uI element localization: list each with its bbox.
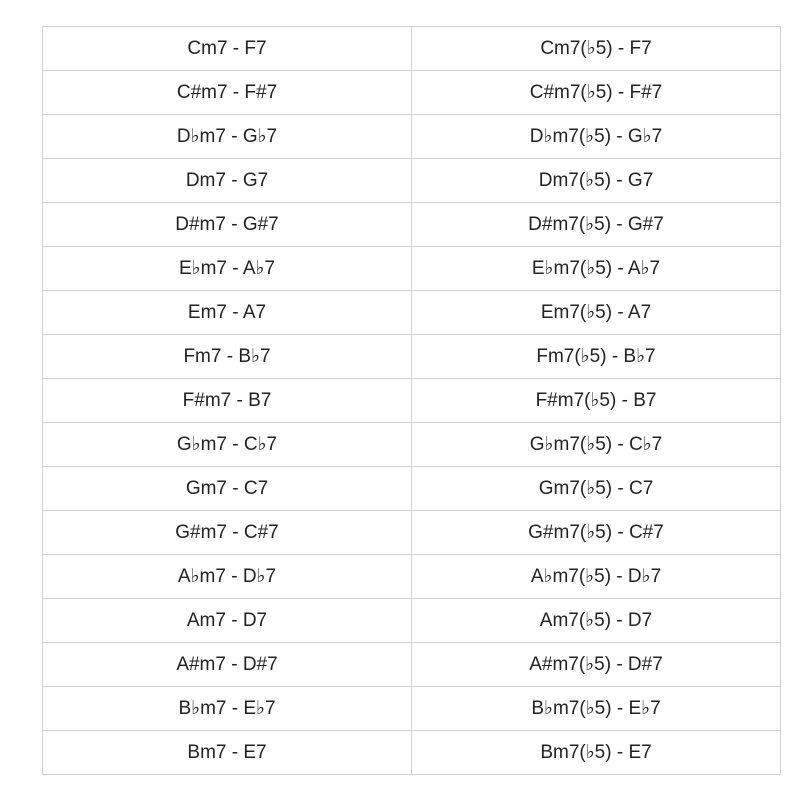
table-row: Gm7 - C7 Gm7(♭5) - C7 [42, 466, 781, 511]
chord-progression-table: Cm7 - F7 Cm7(♭5) - F7 C#m7 - F#7 C#m7(♭5) -… [42, 26, 781, 775]
table-row: Fm7 - B♭7 Fm7(♭5) - B♭7 [42, 334, 781, 379]
table-row: Dm7 - G7 Dm7(♭5) - G7 [42, 158, 781, 203]
minor7-progression-cell: G♭m7 - C♭7 [42, 422, 412, 467]
minor7-progression-cell: A♭m7 - D♭7 [42, 554, 412, 599]
minor7-progression-cell: Fm7 - B♭7 [42, 334, 412, 379]
minor7-progression-cell: A#m7 - D#7 [42, 642, 412, 687]
minor7-progression-cell: Am7 - D7 [42, 598, 412, 643]
table-row: C#m7 - F#7 C#m7(♭5) - F#7 [42, 70, 781, 115]
table-row: Em7 - A7 Em7(♭5) - A7 [42, 290, 781, 335]
minor7-progression-cell: D♭m7 - G♭7 [42, 114, 412, 159]
minor7-progression-cell: D#m7 - G#7 [42, 202, 412, 247]
table-body: Cm7 - F7 Cm7(♭5) - F7 C#m7 - F#7 C#m7(♭5) -… [42, 26, 781, 775]
half-diminished-progression-cell: D#m7(♭5) - G#7 [411, 202, 781, 247]
table-row: G#m7 - C#7 G#m7(♭5) - C#7 [42, 510, 781, 555]
minor7-progression-cell: Bm7 - E7 [42, 730, 412, 775]
minor7-progression-cell: Cm7 - F7 [42, 26, 412, 71]
table-row: F#m7 - B7 F#m7(♭5) - B7 [42, 378, 781, 423]
half-diminished-progression-cell: F#m7(♭5) - B7 [411, 378, 781, 423]
half-diminished-progression-cell: A#m7(♭5) - D#7 [411, 642, 781, 687]
half-diminished-progression-cell: D♭m7(♭5) - G♭7 [411, 114, 781, 159]
table-row: E♭m7 - A♭7 E♭m7(♭5) - A♭7 [42, 246, 781, 291]
half-diminished-progression-cell: Bm7(♭5) - E7 [411, 730, 781, 775]
half-diminished-progression-cell: Am7(♭5) - D7 [411, 598, 781, 643]
minor7-progression-cell: Em7 - A7 [42, 290, 412, 335]
minor7-progression-cell: Dm7 - G7 [42, 158, 412, 203]
minor7-progression-cell: F#m7 - B7 [42, 378, 412, 423]
table-row: Bm7 - E7 Bm7(♭5) - E7 [42, 730, 781, 775]
minor7-progression-cell: E♭m7 - A♭7 [42, 246, 412, 291]
half-diminished-progression-cell: E♭m7(♭5) - A♭7 [411, 246, 781, 291]
half-diminished-progression-cell: C#m7(♭5) - F#7 [411, 70, 781, 115]
table-row: B♭m7 - E♭7 B♭m7(♭5) - E♭7 [42, 686, 781, 731]
half-diminished-progression-cell: B♭m7(♭5) - E♭7 [411, 686, 781, 731]
half-diminished-progression-cell: Em7(♭5) - A7 [411, 290, 781, 335]
half-diminished-progression-cell: Fm7(♭5) - B♭7 [411, 334, 781, 379]
table-row: D♭m7 - G♭7 D♭m7(♭5) - G♭7 [42, 114, 781, 159]
table-row: G♭m7 - C♭7 G♭m7(♭5) - C♭7 [42, 422, 781, 467]
table-row: Am7 - D7 Am7(♭5) - D7 [42, 598, 781, 643]
table-row: A♭m7 - D♭7 A♭m7(♭5) - D♭7 [42, 554, 781, 599]
minor7-progression-cell: B♭m7 - E♭7 [42, 686, 412, 731]
minor7-progression-cell: C#m7 - F#7 [42, 70, 412, 115]
table-row: Cm7 - F7 Cm7(♭5) - F7 [42, 26, 781, 71]
half-diminished-progression-cell: Gm7(♭5) - C7 [411, 466, 781, 511]
table-row: D#m7 - G#7 D#m7(♭5) - G#7 [42, 202, 781, 247]
half-diminished-progression-cell: G♭m7(♭5) - C♭7 [411, 422, 781, 467]
minor7-progression-cell: G#m7 - C#7 [42, 510, 412, 555]
half-diminished-progression-cell: A♭m7(♭5) - D♭7 [411, 554, 781, 599]
half-diminished-progression-cell: Cm7(♭5) - F7 [411, 26, 781, 71]
minor7-progression-cell: Gm7 - C7 [42, 466, 412, 511]
half-diminished-progression-cell: G#m7(♭5) - C#7 [411, 510, 781, 555]
table-row: A#m7 - D#7 A#m7(♭5) - D#7 [42, 642, 781, 687]
half-diminished-progression-cell: Dm7(♭5) - G7 [411, 158, 781, 203]
